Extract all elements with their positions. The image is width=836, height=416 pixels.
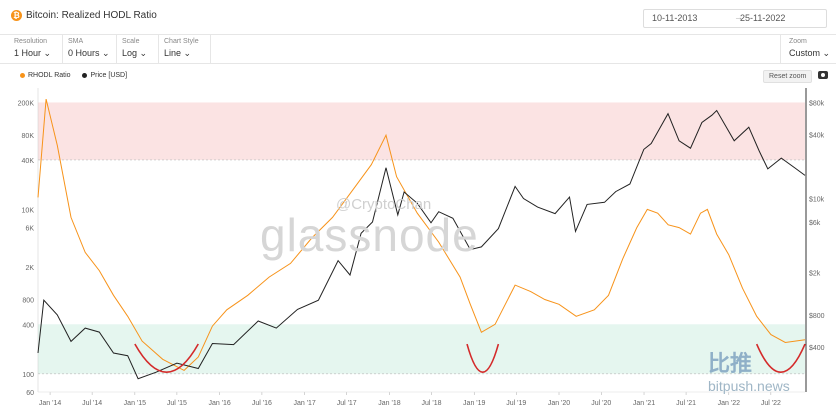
- x-tick-label: Jan '22: [718, 400, 740, 407]
- x-tick-label: Jan '17: [293, 400, 315, 407]
- price-line: [37, 109, 806, 380]
- zoom-label: Zoom: [789, 38, 807, 45]
- scale-label: Scale: [122, 38, 140, 45]
- x-tick-label: Jul '15: [167, 400, 187, 407]
- left-axis-ticks: 200K 80K 40K 10K 6K 2K 800 400 100 60: [18, 100, 35, 397]
- resolution-label: Resolution: [14, 38, 48, 45]
- x-tick-label: Jul '14: [82, 400, 102, 407]
- left-tick-label: 800: [22, 298, 34, 305]
- left-tick-label: 80K: [22, 133, 35, 140]
- watermark-handle: @CryptoChan: [336, 196, 432, 213]
- bitpush-logo-text: 比推: [708, 351, 753, 376]
- chevron-down-icon: ⌄: [183, 48, 192, 58]
- left-tick-label: 200K: [18, 100, 35, 107]
- band-lower: [38, 324, 805, 374]
- x-tick-label: Jul '19: [506, 400, 526, 407]
- chevron-down-icon: ⌄: [43, 48, 52, 58]
- right-tick-label: $10k: [809, 196, 825, 203]
- annotation-red-curve: [755, 343, 806, 373]
- reset-zoom-button[interactable]: Reset zoom: [763, 70, 813, 83]
- x-tick-label: Jan '14: [39, 400, 61, 407]
- resolution-value: 1 Hour: [14, 48, 42, 58]
- left-tick-label: 6K: [25, 226, 34, 233]
- right-tick-label: $6k: [809, 220, 821, 227]
- chevron-down-icon: ⌄: [822, 48, 831, 58]
- right-tick-label: $80k: [809, 101, 825, 108]
- legend-dot-icon: [20, 72, 25, 78]
- date-range-picker[interactable]: 10-11-2013 → 25-11-2022: [643, 9, 827, 28]
- x-tick-label: Jul '21: [676, 400, 696, 407]
- left-tick-label: 10K: [22, 207, 35, 214]
- left-tick-label: 400: [22, 322, 34, 329]
- sma-select[interactable]: SMA 0 Hours ⌄: [62, 35, 117, 63]
- watermark-brand: glassnode: [260, 209, 479, 261]
- date-to[interactable]: 25-11-2022: [740, 13, 786, 23]
- chart-controls: Resolution 1 Hour ⌄ SMA 0 Hours ⌄ Scale …: [0, 35, 836, 64]
- zoom-select[interactable]: Zoom Custom ⌄: [780, 35, 836, 63]
- bitcoin-icon: ₿: [11, 10, 22, 21]
- right-tick-label: $400: [809, 345, 825, 352]
- right-tick-label: $800: [809, 313, 825, 320]
- legend-item-rhodl[interactable]: RHODL Ratio: [20, 72, 71, 79]
- legend-label-price: Price [USD]: [90, 72, 128, 79]
- chart-header: ₿ Bitcoin: Realized HODL Ratio 10-11-201…: [0, 0, 836, 35]
- x-tick-label: Jul '16: [252, 400, 272, 407]
- resolution-select[interactable]: Resolution 1 Hour ⌄: [8, 35, 63, 63]
- x-tick-label: Jul '18: [421, 400, 441, 407]
- x-axis-ticks: Jan '14 Jul '14 Jan '15 Jul '15 Jan '16 Jul '…: [38, 391, 805, 407]
- left-tick-label: 60: [26, 390, 34, 397]
- camera-icon[interactable]: [818, 71, 828, 79]
- zoom-value: Custom: [789, 48, 821, 58]
- chart-legend: RHODL Ratio Price [USD]: [20, 72, 137, 79]
- left-tick-label: 2K: [25, 265, 34, 272]
- x-tick-label: Jul '22: [761, 400, 781, 407]
- arrow-right-icon: →: [734, 12, 743, 22]
- scale-select[interactable]: Scale Log ⌄: [116, 35, 159, 63]
- annotation-red-curve: [134, 343, 199, 373]
- chart-style-label: Chart Style: [164, 38, 199, 45]
- left-tick-label: 40K: [22, 158, 35, 165]
- x-tick-label: Jan '19: [463, 400, 485, 407]
- bottom-annotations: [134, 343, 806, 374]
- rhodl-ratio-line: [37, 98, 806, 372]
- sma-label: SMA: [68, 38, 84, 45]
- x-tick-label: Jul '17: [337, 400, 357, 407]
- chart-style-select[interactable]: Chart Style Line ⌄: [158, 35, 211, 63]
- x-tick-label: Jan '16: [208, 400, 230, 407]
- threshold-bands: [38, 102, 805, 375]
- scale-value: Log: [122, 48, 138, 58]
- right-tick-label: $2k: [809, 271, 821, 278]
- annotation-red-curve: [466, 343, 500, 374]
- chevron-down-icon: ⌄: [139, 48, 148, 58]
- legend-label-rhodl: RHODL Ratio: [28, 72, 71, 79]
- date-from[interactable]: 10-11-2013: [652, 13, 698, 23]
- legend-item-price[interactable]: Price [USD]: [82, 72, 127, 79]
- x-tick-label: Jan '18: [378, 400, 400, 407]
- x-tick-label: Jul '20: [591, 400, 611, 407]
- legend-dot-icon: [82, 72, 88, 78]
- chart-title: Bitcoin: Realized HODL Ratio: [26, 10, 157, 21]
- band-upper: [38, 102, 805, 160]
- sma-value: 0 Hours: [68, 48, 100, 58]
- chart-style-value: Line: [164, 48, 182, 58]
- x-tick-label: Jan '20: [548, 400, 570, 407]
- x-tick-label: Jan '15: [124, 400, 146, 407]
- bitpush-site: bitpush.news: [708, 378, 790, 394]
- left-tick-label: 100: [22, 372, 34, 379]
- right-axis-ticks: $80k $40k $10k $6k $2k $800 $400: [37, 88, 825, 392]
- x-tick-label: Jan '21: [633, 400, 655, 407]
- right-tick-label: $40k: [809, 133, 825, 140]
- chevron-down-icon: ⌄: [102, 48, 110, 58]
